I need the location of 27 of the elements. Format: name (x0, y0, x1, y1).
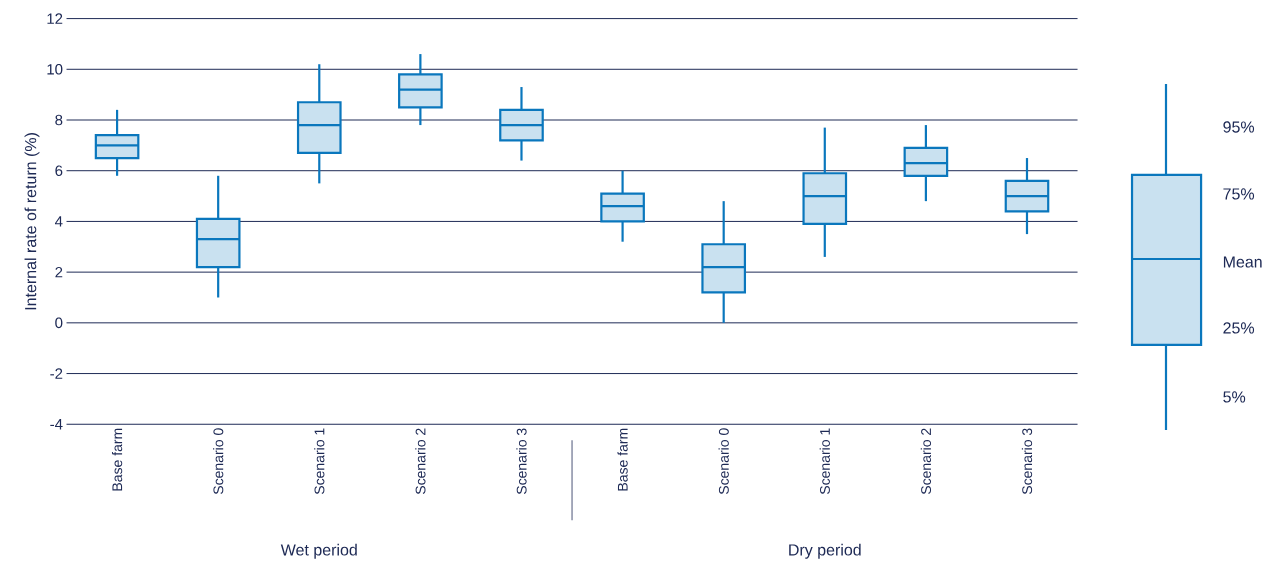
x-tick-label: Scenario 0 (718, 428, 729, 495)
x-tick-label: Scenario 1 (314, 428, 325, 495)
text: 75% (1223, 188, 1255, 200)
y-tick-label: 6 (55, 165, 63, 177)
text: 95% (1223, 121, 1255, 133)
x-tick-label: Base farm (617, 428, 628, 491)
y-tick-label: -4 (50, 419, 63, 430)
x-tick-label: Base farm (111, 428, 123, 491)
x-tick-label: Scenario 2 (415, 428, 426, 495)
y-tick-label: 2 (55, 266, 63, 278)
x-tick-label: Scenario 1 (819, 428, 830, 495)
y-tick-label: 8 (55, 114, 63, 126)
x-tick-label: Scenario 0 (213, 428, 224, 495)
y-tick-label: 10 (47, 64, 63, 75)
text: Dry period (789, 543, 861, 559)
y-tick-label: 12 (47, 13, 63, 24)
x-tick-label: Scenario 3 (516, 428, 527, 495)
y-tick-label: 4 (55, 216, 63, 227)
x-tick-label: Scenario 2 (920, 428, 932, 495)
text: 25% (1223, 322, 1255, 334)
y-axis-title: Internal rate of return (%) (24, 133, 40, 310)
text: 5% (1223, 391, 1246, 403)
text: Wet period (280, 543, 357, 559)
y-tick-label: -2 (50, 368, 63, 379)
text: Mean (1223, 256, 1262, 268)
x-tick-label: Scenario 3 (1021, 428, 1033, 495)
y-tick-label: 0 (55, 317, 63, 329)
